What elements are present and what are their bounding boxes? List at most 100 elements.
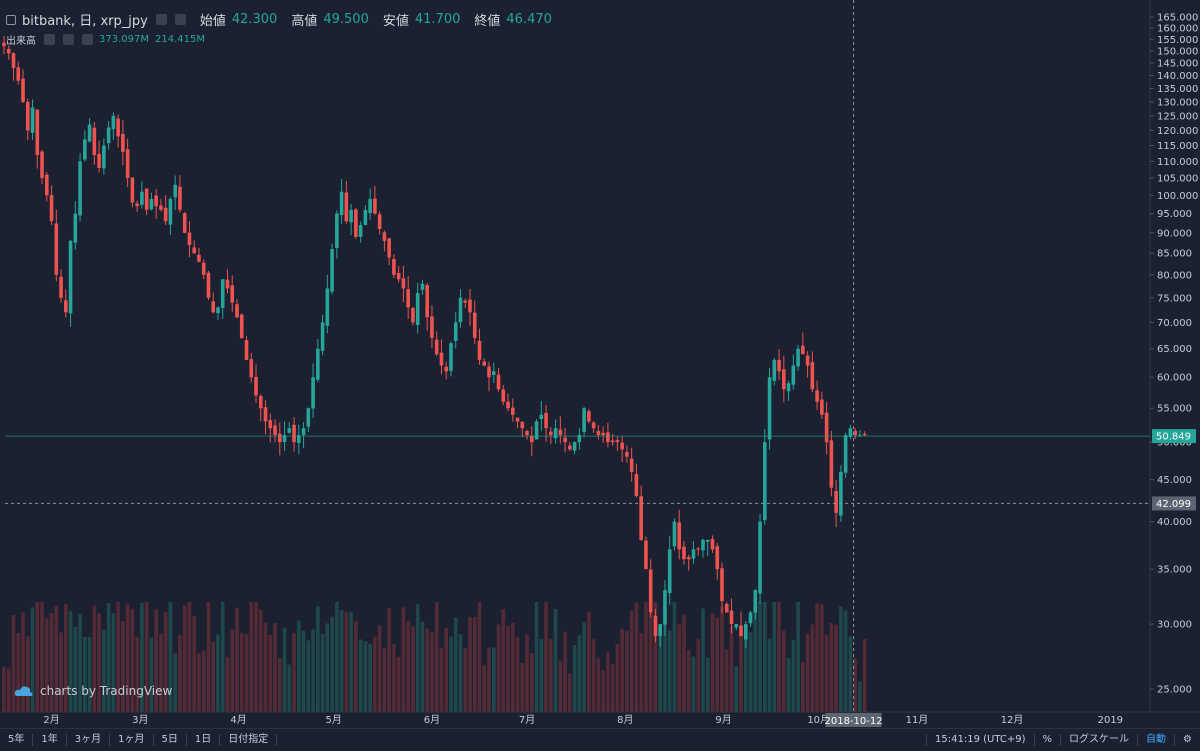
volume-bar xyxy=(720,606,724,712)
percent-toggle[interactable]: % xyxy=(1033,734,1061,746)
candle-body xyxy=(159,205,163,210)
settings-icon[interactable] xyxy=(174,14,186,25)
volume-bar xyxy=(382,648,387,712)
close-icon[interactable] xyxy=(82,34,93,45)
volume-bar xyxy=(558,660,563,712)
volume-bar xyxy=(644,602,648,712)
candle-body xyxy=(425,285,429,318)
log-scale-toggle[interactable]: ログスケール xyxy=(1060,734,1137,746)
volume-bar xyxy=(810,624,815,712)
candle-body xyxy=(530,435,534,443)
volume-bar xyxy=(268,634,273,712)
range-5y[interactable]: 5年 xyxy=(0,734,34,746)
candle-body xyxy=(239,314,244,338)
volume-bar xyxy=(530,652,534,712)
candle-body xyxy=(368,198,372,214)
candle-body xyxy=(753,590,758,613)
tradingview-watermark[interactable]: charts by TradingView xyxy=(14,684,172,698)
range-custom[interactable]: 日付指定 xyxy=(220,734,278,746)
volume-bar xyxy=(705,657,710,712)
collapse-icon[interactable] xyxy=(6,14,16,25)
close-label: 終値 xyxy=(474,14,501,29)
volume-bar xyxy=(320,633,325,712)
volume-bar xyxy=(163,611,168,712)
range-1d[interactable]: 1日 xyxy=(187,734,221,746)
volume-bar xyxy=(582,621,586,712)
candle-body xyxy=(601,432,605,436)
volume-bar xyxy=(425,628,429,712)
volume-bar xyxy=(211,641,216,712)
candle-body xyxy=(520,421,525,429)
candle-body xyxy=(577,435,582,443)
volume-bar xyxy=(159,633,163,712)
candle-body xyxy=(734,624,739,628)
candle-body xyxy=(335,213,339,248)
volume-bar xyxy=(144,602,149,712)
symbol-legend: bitbank, 日, xrp_jpy 始値 42.300 高値 49.500 … xyxy=(6,10,552,29)
candle-body xyxy=(73,213,78,243)
y-tick-label: 75.000 xyxy=(1157,293,1192,304)
candle-body xyxy=(273,425,277,436)
volume-bar xyxy=(587,611,591,712)
volume-bar xyxy=(610,663,615,712)
candle-body xyxy=(382,232,387,241)
volume-bar xyxy=(458,634,463,712)
candle-body xyxy=(297,435,301,443)
volume-bar xyxy=(620,628,624,712)
candle-body xyxy=(682,546,686,560)
candle-body xyxy=(173,184,177,198)
candle-body xyxy=(282,435,287,442)
volume-bar xyxy=(772,602,777,712)
candle-body xyxy=(710,539,715,550)
volume-bar xyxy=(491,647,496,712)
right-tools: 15:41:19 (UTC+9) % ログスケール 自動 ⚙ xyxy=(926,729,1200,751)
candle-body xyxy=(434,339,439,355)
candle-body xyxy=(59,276,63,298)
volume-bar xyxy=(311,629,315,712)
candle-body xyxy=(658,624,662,636)
gear-icon[interactable]: ⚙ xyxy=(1174,734,1200,746)
volume-bar xyxy=(277,658,282,712)
volume-bar xyxy=(254,602,258,712)
candle-body xyxy=(767,377,772,440)
candle-body xyxy=(235,304,239,318)
watermark-text: charts by TradingView xyxy=(40,684,173,698)
clock-time[interactable]: 15:41:19 (UTC+9) xyxy=(926,734,1033,746)
volume-bar xyxy=(339,610,344,712)
candle-body xyxy=(824,412,829,443)
candle-body xyxy=(862,433,867,436)
eye-icon[interactable] xyxy=(155,14,167,25)
volume-bar xyxy=(35,602,40,712)
x-tick-label: 3月 xyxy=(132,714,148,726)
volume-bar xyxy=(739,631,743,712)
volume-bar xyxy=(40,602,44,712)
range-5d[interactable]: 5日 xyxy=(154,734,187,746)
volume-bar xyxy=(330,616,334,712)
range-1m[interactable]: 1ヶ月 xyxy=(110,734,154,746)
volume-bar xyxy=(767,638,772,712)
volume-bar xyxy=(520,662,525,712)
candle-body xyxy=(2,42,6,47)
candle-body xyxy=(510,407,515,415)
volume-bar xyxy=(682,614,686,712)
range-1y[interactable]: 1年 xyxy=(33,734,67,746)
candle-body xyxy=(648,569,653,613)
y-tick-label: 165.000 xyxy=(1157,13,1198,24)
symbol-title: bitbank, 日, xrp_jpy xyxy=(22,14,148,29)
candle-body xyxy=(411,308,415,323)
candle-body xyxy=(230,285,235,303)
y-tick-label: 145.000 xyxy=(1157,59,1198,70)
candle-body xyxy=(68,240,73,314)
volume-bar xyxy=(396,656,401,712)
candle-body xyxy=(6,48,11,54)
auto-scale-toggle[interactable]: 自動 xyxy=(1137,734,1174,746)
y-tick-label: 40.000 xyxy=(1157,517,1192,528)
volume-bar xyxy=(358,639,363,712)
candle-body xyxy=(125,149,130,178)
candle-body xyxy=(30,107,35,133)
eye-icon[interactable] xyxy=(44,34,55,45)
range-3m[interactable]: 3ヶ月 xyxy=(67,734,111,746)
high-label: 高値 xyxy=(291,14,318,29)
settings-icon[interactable] xyxy=(63,34,74,45)
